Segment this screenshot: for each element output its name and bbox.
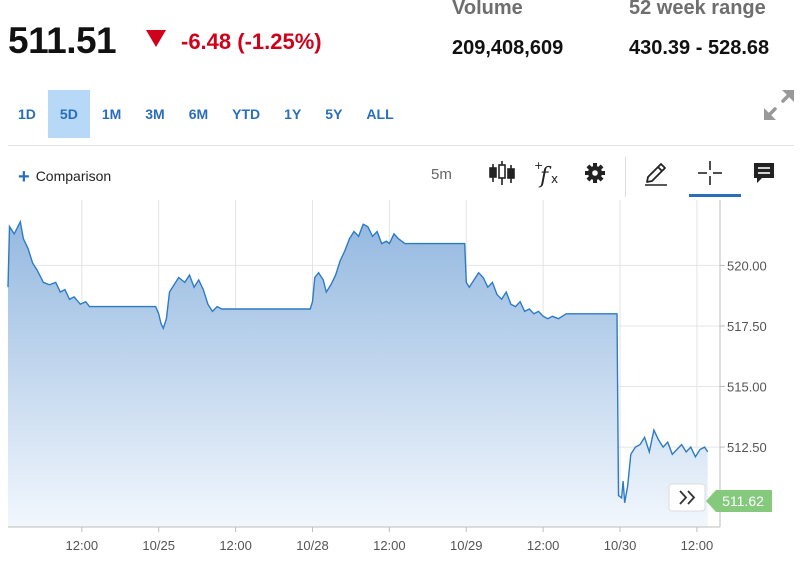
svg-text:x: x [551,172,558,186]
y-axis: 512.50 515.00 517.50 520.00 [720,258,767,455]
volume-value: 209,408,609 [452,37,564,59]
tab-1m[interactable]: 1M [101,106,122,122]
y-tick-label: 512.50 [727,440,767,455]
toolbar-divider [625,157,626,197]
x-tick-label: 12:00 [66,538,99,553]
y-tick-label: 517.50 [727,319,767,334]
chart-toolbar: + Comparison 5m + f x [0,150,808,200]
x-tick-label: 12:00 [527,538,560,553]
tab-5d[interactable]: 5D [47,90,90,138]
x-tick-label: 10/29 [450,538,483,553]
interval-selector[interactable]: 5m [431,166,452,183]
active-tool-indicator [689,194,741,197]
expand-icon[interactable] [762,88,796,122]
x-tick-label: 10/25 [142,538,175,553]
crosshair-icon[interactable] [695,158,725,188]
last-price-badge: 511.62 [706,490,772,512]
tab-5y[interactable]: 5Y [325,106,343,122]
y-tick-label: 515.00 [727,380,767,395]
x-tick-label: 10/28 [296,538,329,553]
gear-icon[interactable] [580,158,610,188]
tab-all[interactable]: ALL [366,106,394,122]
down-arrow-icon [146,30,166,47]
price-change: -6.48 (-1.25%) [181,29,322,54]
range-value: 430.39 - 528.68 [629,37,770,59]
tab-ytd[interactable]: YTD [232,106,261,122]
tab-3m[interactable]: 3M [145,106,165,122]
last-price: 511.51 [8,20,117,61]
header-divider [8,145,794,146]
x-axis: 12:00 10/25 12:00 10/28 12:00 10/29 12:00 10/30… [66,527,714,553]
comparison-button[interactable]: + Comparison [18,166,111,189]
tab-1y[interactable]: 1Y [284,106,302,122]
fx-indicator-icon[interactable]: + f x [533,158,563,188]
tab-1d[interactable]: 1D [18,106,36,122]
last-price-label: 511.62 [722,493,764,509]
x-tick-label: 12:00 [681,538,714,553]
plus-icon: + [18,166,30,188]
range-tabs: 1D 5D 1M 3M 6M YTD 1Y 5Y ALL [6,90,406,138]
x-tick-label: 12:00 [219,538,252,553]
comment-icon[interactable] [749,158,779,188]
y-tick-label: 520.00 [727,258,767,273]
pencil-icon[interactable] [641,158,671,188]
x-tick-label: 10/30 [604,538,637,553]
price-line [7,219,709,503]
range-label: 52 week range [629,0,766,19]
comparison-label: Comparison [35,168,112,184]
volume-label: Volume [452,0,523,19]
x-tick-label: 12:00 [373,538,406,553]
svg-text:+: + [534,159,543,172]
price-area [8,221,708,528]
tab-6m[interactable]: 6M [188,106,209,122]
scroll-right-button[interactable] [668,483,706,512]
double-chevron-right-icon [679,490,696,505]
candlestick-icon[interactable] [487,158,517,188]
